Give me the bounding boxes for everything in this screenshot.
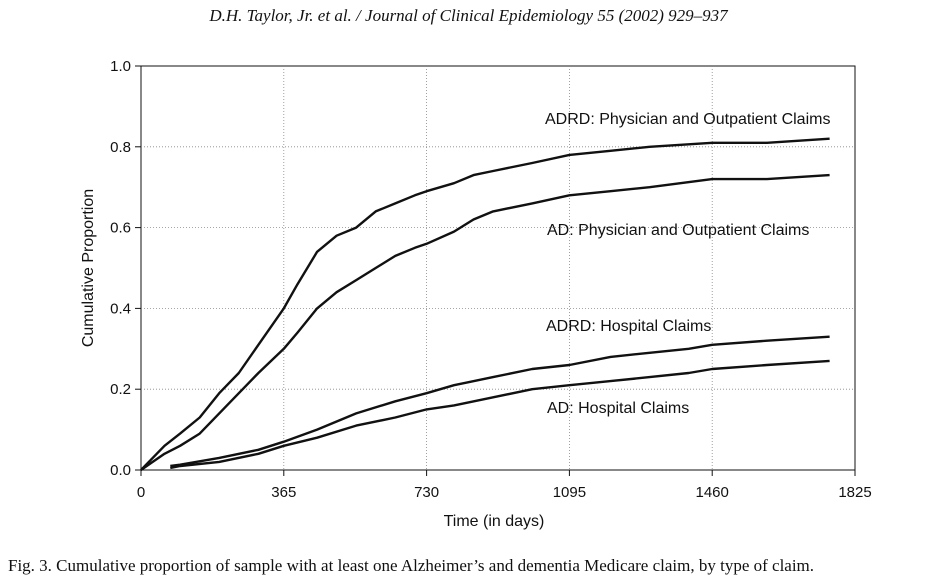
series-label-4: AD: Hospital Claims [547,400,689,417]
series-label-3: ADRD: Hospital Claims [546,318,711,335]
journal-header: D.H. Taylor, Jr. et al. / Journal of Cli… [209,6,728,25]
y-tick-label: 0.2 [110,381,131,398]
series-line-4 [170,359,830,470]
ticks: 0.0 0.2 0.4 0.6 0.8 1.0 0 365 730 1095 1460 1825 [110,58,872,501]
series-labels: ADRD: Physician and Outpatient Claims AD:… [545,111,830,417]
grid [141,66,855,470]
series-line-2 [140,173,830,471]
y-tick-label: 0.6 [110,220,131,237]
y-tick-label: 0.4 [110,300,131,317]
series-lines [140,137,830,471]
x-axis-label: Time (in days) [444,513,545,530]
y-axis-label: Cumulative Proportion [80,189,97,347]
series-line-3 [170,335,830,468]
x-tick-label: 1460 [696,484,729,501]
y-tick-label: 0.0 [110,462,131,479]
x-tick-label: 365 [271,484,296,501]
y-tick-label: 0.8 [110,139,131,156]
series-label-2: AD: Physician and Outpatient Claims [547,222,809,239]
series-label-1: ADRD: Physician and Outpatient Claims [545,111,830,128]
figure-caption: Fig. 3. Cumulative proportion of sample … [8,556,815,575]
x-tick-label: 1095 [553,484,586,501]
y-tick-label: 1.0 [110,58,131,75]
x-tick-label: 1825 [838,484,871,501]
series-line-1 [140,137,830,471]
x-tick-label: 0 [137,484,145,501]
plot-frame [140,65,856,471]
x-tick-label: 730 [414,484,439,501]
